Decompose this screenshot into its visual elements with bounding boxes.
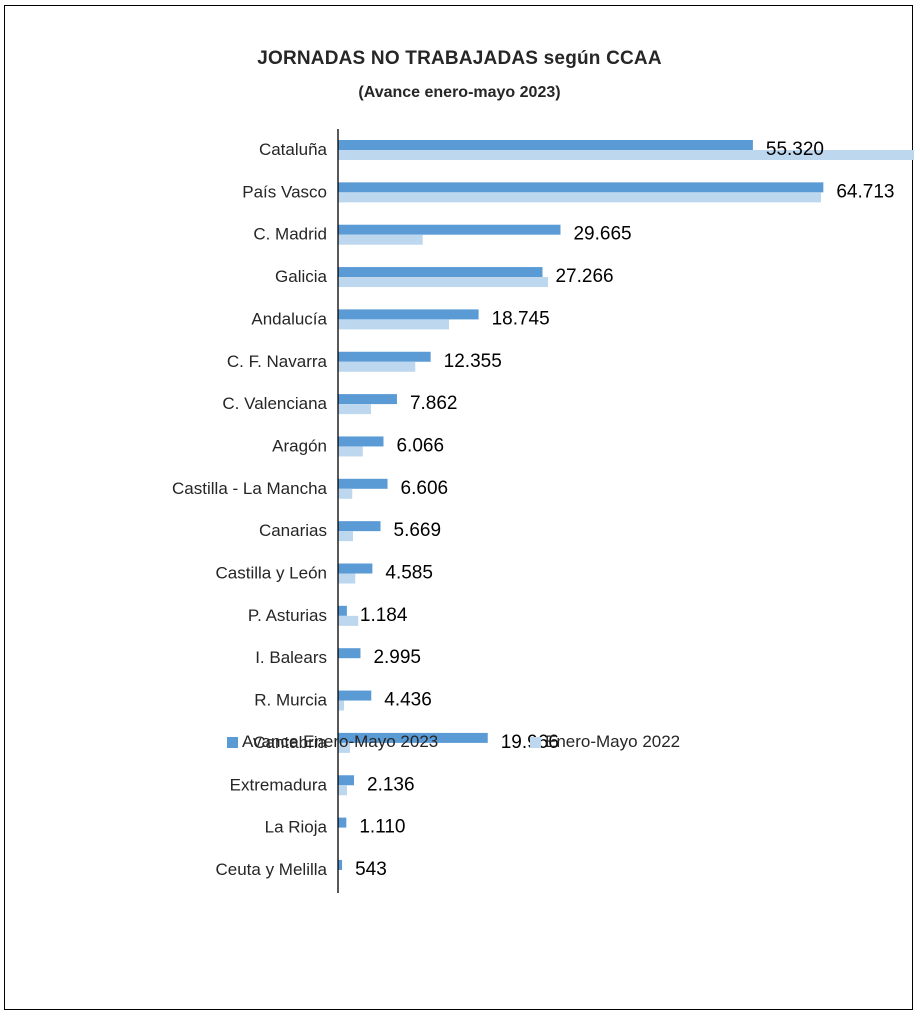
category-label: Canarias: [259, 521, 327, 540]
legend-label-2023: Avance Enero-Mayo 2023: [242, 732, 439, 751]
bar-2022-11: [338, 615, 359, 626]
data-label: 5.669: [394, 520, 442, 541]
category-label: C. Valenciana: [222, 394, 327, 413]
bar-2022-1: [338, 192, 821, 203]
bar-2022-7: [338, 446, 363, 457]
category-label: La Rioja: [265, 818, 328, 837]
data-label: 1.110: [359, 817, 405, 838]
bar-2022-9: [338, 531, 353, 542]
category-label: I. Balears: [255, 648, 327, 667]
bar-2022-4: [338, 319, 449, 330]
category-label: Andalucía: [251, 309, 327, 328]
category-label: C. Madrid: [253, 225, 327, 244]
data-label: 19.966: [501, 732, 559, 753]
category-label: Castilla y León: [215, 564, 327, 583]
bar-2023-6: [338, 394, 397, 405]
bar-2023-14: [338, 732, 488, 743]
bar-2023-13: [338, 690, 372, 701]
bar-2023-17: [338, 859, 343, 870]
bar-2022-3: [338, 277, 548, 288]
data-label: 55.320: [766, 139, 824, 160]
data-label: 2.136: [367, 774, 415, 795]
legend-item-2022: Enero-Mayo 2022: [530, 732, 680, 752]
bar-2023-5: [338, 351, 431, 362]
category-label: P. Asturias: [248, 606, 327, 625]
bar-2023-3: [338, 267, 543, 278]
bar-2022-0: [338, 150, 914, 160]
data-label: 1.184: [360, 605, 408, 626]
bar-2023-15: [338, 775, 355, 786]
data-label: 12.355: [444, 351, 502, 372]
category-label: Castilla - La Mancha: [172, 479, 328, 498]
data-label: 4.585: [385, 563, 433, 584]
bar-2022-8: [338, 488, 353, 499]
bar-2023-10: [338, 563, 373, 574]
bar-2022-2: [338, 234, 423, 245]
data-label: 6.066: [396, 435, 444, 456]
bar-2022-13: [338, 700, 344, 711]
bar-2022-10: [338, 573, 356, 584]
data-label: 64.713: [836, 181, 894, 202]
legend-item-2023: Avance Enero-Mayo 2023: [227, 732, 438, 752]
legend-swatch-2022: [530, 736, 541, 748]
bar-2022-5: [338, 361, 416, 372]
chart-title: JORNADAS NO TRABAJADAS según CCAA: [257, 48, 662, 69]
category-label: Ceuta y Melilla: [216, 860, 328, 879]
bar-2023-2: [338, 224, 561, 235]
bar-2023-16: [338, 817, 347, 828]
data-label: 4.436: [384, 690, 432, 711]
bar-2023-9: [338, 521, 381, 532]
legend-label-2022: Enero-Mayo 2022: [545, 732, 681, 751]
data-label: 29.665: [573, 224, 631, 245]
category-label: C. F. Navarra: [227, 352, 328, 371]
category-label: Aragón: [272, 436, 327, 455]
category-label: Galicia: [275, 267, 328, 286]
bar-2023-8: [338, 478, 388, 489]
data-label: 27.266: [555, 266, 613, 287]
data-label: 7.862: [410, 393, 458, 414]
bar-2022-14: [338, 742, 350, 753]
chart-frame: JORNADAS NO TRABAJADAS según CCAA (Avanc…: [4, 5, 914, 1010]
bar-2023-0: [338, 140, 753, 150]
data-label: 2.995: [373, 647, 421, 668]
bar-2023-1: [338, 182, 824, 193]
category-label: Extremadura: [230, 775, 328, 794]
bar-2023-12: [338, 648, 361, 659]
bar-2022-15: [338, 785, 347, 796]
bar-2023-11: [338, 605, 347, 616]
bar-2022-6: [338, 404, 371, 415]
category-label: R. Murcia: [254, 691, 327, 710]
category-label: Cataluña: [259, 140, 328, 159]
chart-subtitle: (Avance enero-mayo 2023): [358, 84, 561, 101]
data-label: 543: [355, 859, 387, 880]
bar-2023-7: [338, 436, 384, 447]
bar-chart: Cataluña 55.320 País Vasco 64.713 C. Madrid 2…: [172, 129, 914, 893]
legend-swatch-2023: [227, 736, 238, 748]
bar-2023-4: [338, 309, 479, 320]
category-label: País Vasco: [242, 182, 327, 201]
data-label: 18.745: [492, 308, 550, 329]
category-label: Cantabria: [253, 733, 327, 752]
data-label: 6.606: [401, 478, 449, 499]
